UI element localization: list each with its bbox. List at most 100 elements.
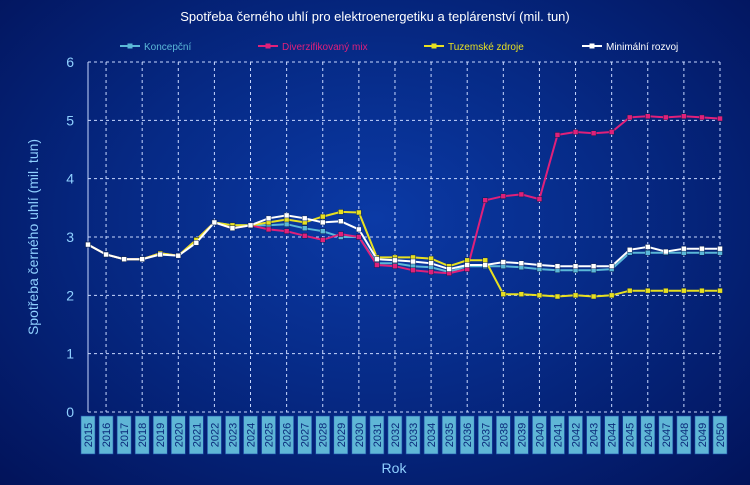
x-tick-label: 2047 xyxy=(661,423,673,447)
x-tick-box xyxy=(134,415,150,455)
x-tick-box xyxy=(694,415,710,455)
series-2-point xyxy=(464,257,470,264)
x-tick: 2050 xyxy=(712,415,728,455)
x-tick-label: 2023 xyxy=(227,423,239,447)
x-tick: 2046 xyxy=(640,415,656,455)
x-tick: 2019 xyxy=(152,415,168,455)
series-3-point xyxy=(446,266,452,272)
series-1-point xyxy=(645,113,651,119)
series-2-point xyxy=(590,293,597,300)
series-3-point xyxy=(157,251,163,258)
series-3-point xyxy=(247,222,254,229)
series-2-line xyxy=(87,210,720,298)
series-1-point xyxy=(572,129,579,135)
x-tick-box xyxy=(207,415,222,455)
x-tick-label: 2017 xyxy=(119,423,131,447)
series-2-point xyxy=(608,292,615,299)
x-tick-label: 2045 xyxy=(625,423,637,447)
series-3-point xyxy=(193,240,200,246)
x-tick-label: 2029 xyxy=(336,423,348,447)
series-2-point xyxy=(319,213,326,220)
series-3-point xyxy=(717,245,723,252)
legend-label: Tuzemské zdroje xyxy=(448,42,524,53)
series-1-point xyxy=(554,132,561,138)
x-tick: 2047 xyxy=(658,415,674,455)
series-3-point xyxy=(265,215,272,222)
x-tick: 2028 xyxy=(315,415,331,455)
gridlines xyxy=(87,61,721,413)
x-tick-box xyxy=(98,415,114,455)
legend-label: Diverzifikovaný mix xyxy=(282,42,368,53)
series-3-point xyxy=(428,260,434,266)
series-3-point xyxy=(590,263,597,269)
series-3-point xyxy=(410,258,416,265)
series-1-point xyxy=(428,269,434,275)
x-tick-box xyxy=(279,415,294,455)
series-3-point xyxy=(500,259,507,265)
series-1-point xyxy=(518,191,525,198)
legend: Koncepční Diverzifikovaný mix Tuzemské zdr… xyxy=(120,42,678,53)
series-1-point xyxy=(265,226,272,233)
series-3-point xyxy=(338,218,344,224)
x-tick-label: 2020 xyxy=(173,423,185,447)
x-tick: 2030 xyxy=(351,415,367,455)
x-tick-label: 2046 xyxy=(643,423,655,447)
x-tick-box xyxy=(658,415,674,455)
series-1-point xyxy=(410,267,416,273)
legend-marker xyxy=(265,43,271,49)
series-1-point xyxy=(283,228,290,234)
series-1-point xyxy=(356,234,362,240)
series-3-point xyxy=(392,257,398,264)
series-3-point xyxy=(121,256,127,262)
series-0-point xyxy=(645,250,651,256)
series-0-line xyxy=(87,221,720,274)
x-tick-label: 2028 xyxy=(318,423,330,447)
x-tick: 2022 xyxy=(207,415,222,455)
series-3-point xyxy=(536,262,543,268)
series-3-point xyxy=(229,225,236,231)
x-tick-label: 2049 xyxy=(697,423,709,447)
x-tick: 2033 xyxy=(405,415,421,455)
series-1-point xyxy=(717,115,723,122)
x-tick-box xyxy=(676,415,692,455)
series-2-point xyxy=(500,291,507,297)
series-2-point xyxy=(717,287,723,294)
series-3-point xyxy=(608,263,615,269)
x-tick: 2042 xyxy=(568,415,583,455)
x-tick: 2026 xyxy=(279,415,294,455)
x-tick-box xyxy=(170,415,186,455)
series-1-point xyxy=(608,129,615,135)
x-tick: 2016 xyxy=(98,415,114,455)
x-tick: 2024 xyxy=(243,415,258,455)
x-tick-box xyxy=(550,415,565,455)
x-tick-box xyxy=(586,415,601,455)
series-2-point xyxy=(699,287,705,294)
series-2-point xyxy=(572,292,579,299)
series-3-point xyxy=(103,251,109,258)
x-tick-label: 2022 xyxy=(209,423,221,447)
series-2-point xyxy=(663,287,669,294)
series-3-line xyxy=(87,214,720,271)
x-tick-label: 2040 xyxy=(534,423,546,447)
x-tick-label: 2031 xyxy=(372,423,384,447)
x-tick-box xyxy=(712,415,728,455)
series-2-point xyxy=(518,291,525,297)
series-3-point xyxy=(85,241,91,248)
x-tick: 2043 xyxy=(586,415,601,455)
x-tick-label: 2043 xyxy=(589,423,601,447)
x-tick: 2029 xyxy=(333,415,349,455)
x-tick-label: 2048 xyxy=(679,423,691,447)
y-tick-label: 1 xyxy=(66,346,74,362)
series-3-point xyxy=(518,260,525,266)
legend-label: Koncepční xyxy=(144,42,191,53)
x-tick: 2041 xyxy=(550,415,565,455)
y-tick-label: 3 xyxy=(66,229,74,245)
x-tick: 2038 xyxy=(496,415,511,455)
series-2-point xyxy=(645,287,651,294)
chart-title: Spotřeba černého uhlí pro elektroenerget… xyxy=(180,9,570,24)
x-tick-box xyxy=(496,415,511,455)
x-tick-label: 2026 xyxy=(282,423,294,447)
x-tick: 2025 xyxy=(261,415,276,455)
x-tick-box xyxy=(532,415,547,455)
x-tick-box xyxy=(514,415,529,455)
